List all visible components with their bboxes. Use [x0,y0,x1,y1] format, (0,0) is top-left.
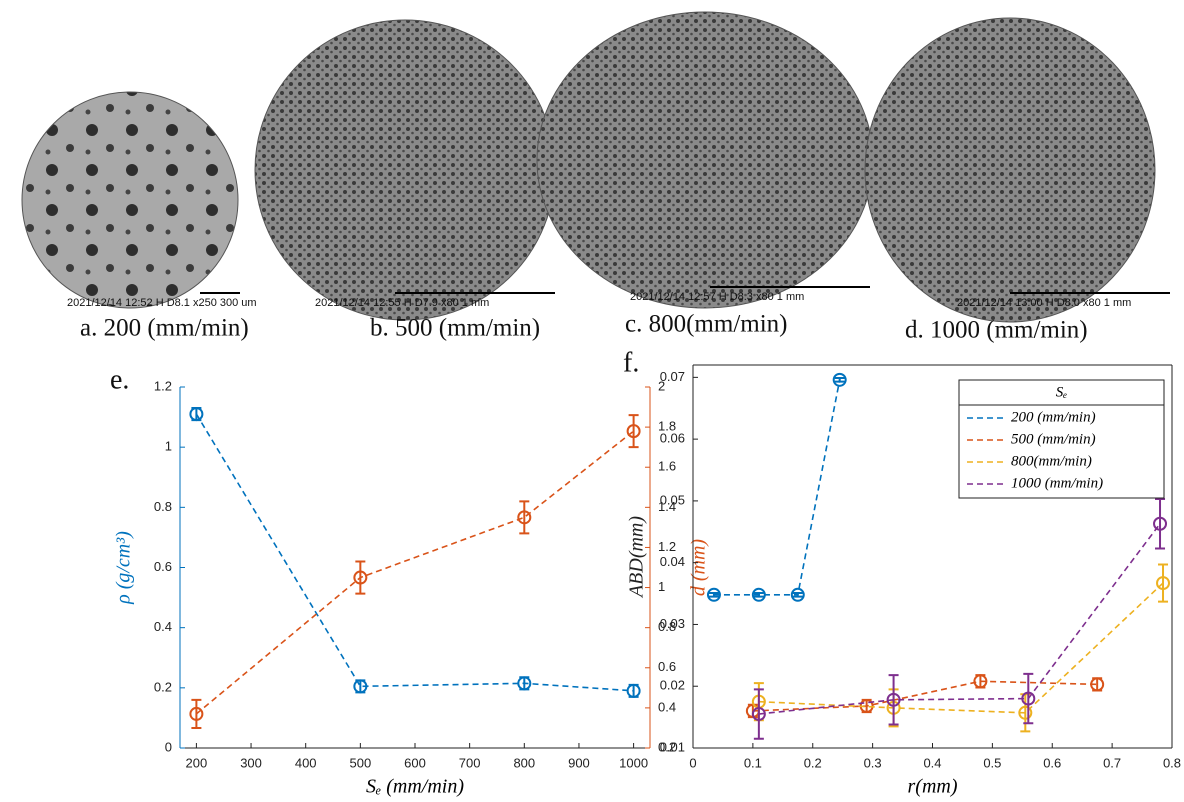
error-bar [191,700,201,728]
x-tick-label: 0.8 [1163,755,1181,770]
legend-label: 200 (mm/min) [1011,409,1096,425]
panel-label: f. [623,347,639,378]
y-tick-label: 0.4 [154,619,172,634]
y-tick-label: 1.2 [154,378,172,393]
image-info: 2021/12/14 13:00 H D8.0 x80 1 mm [957,297,1131,309]
x-tick-label: 300 [240,755,262,770]
image-caption: d. 1000 (mm/min) [905,317,1088,344]
y-tick-label: 0.01 [660,739,685,754]
y-tick-label: 1 [165,439,172,454]
image-info: 2021/12/14 12:52 H D8.1 x250 300 um [67,297,257,309]
y-tick-label: 0.8 [154,499,172,514]
panel-label: e. [110,364,129,395]
image-info: 2021/12/14 12:55 H D7.9 x80 1 mm [315,297,489,309]
legend-title: Sₑ [1056,384,1068,400]
x-tick-label: 0.7 [1103,755,1121,770]
error-bar [355,561,365,593]
x-tick-label: 500 [349,755,371,770]
y2-axis-label: d (mm) [688,539,710,597]
x-tick-label: 0.2 [804,755,822,770]
y2-tick-label: 0.6 [658,659,676,674]
sem-image [255,20,555,320]
x-tick-label: 800 [513,755,535,770]
legend-label: 800(mm/min) [1011,453,1092,469]
y-tick-label: 0.05 [660,492,685,507]
series-line [714,380,840,595]
x-tick-label: 0.4 [923,755,941,770]
image-caption: c. 800(mm/min) [625,311,787,338]
y-tick-label: 0.06 [660,431,685,446]
x-tick-label: 900 [568,755,590,770]
y2-tick-label: 1.6 [658,459,676,474]
image-info: 2021/12/14 12:57 H D8.3 x80 1 mm [630,291,804,303]
legend-label: 1000 (mm/min) [1011,475,1103,491]
sem-image [22,92,238,308]
image-caption: a. 200 (mm/min) [80,315,249,342]
x-tick-label: 400 [295,755,317,770]
series-line [196,414,633,691]
series-line [759,583,1163,713]
x-tick-label: 700 [459,755,481,770]
x-tick-label: 600 [404,755,426,770]
error-bar [835,378,845,382]
legend-label: 500 (mm/min) [1011,431,1096,447]
x-tick-label: 0.6 [1043,755,1061,770]
y-axis-label: ρ (g/cm³) [113,531,135,605]
x-tick-label: 0.3 [864,755,882,770]
x-axis-label: Sₑ (mm/min) [366,776,464,798]
y-tick-label: 0.04 [660,554,685,569]
x-tick-label: 200 [186,755,208,770]
y-tick-label: 0 [165,739,172,754]
image-caption: b. 500 (mm/min) [370,315,540,342]
y-tick-label: 0.03 [660,616,685,631]
y2-tick-label: 1 [658,579,665,594]
y-axis-label: ABD(mm) [626,516,648,599]
sem-image [537,12,873,308]
series-line [196,431,633,714]
y2-tick-label: 1.2 [658,539,676,554]
x-tick-label: 0 [689,755,696,770]
sem-image [865,18,1155,322]
series-line [753,681,1097,711]
x-tick-label: 1000 [619,755,648,770]
y-tick-label: 0.6 [154,559,172,574]
error-bar [1155,499,1165,548]
error-bar [629,415,639,447]
y-tick-label: 0.02 [660,678,685,693]
error-bar [1158,565,1168,602]
x-tick-label: 0.5 [983,755,1001,770]
error-bar [519,501,529,533]
y-tick-label: 0.07 [660,369,685,384]
y2-tick-label: 0.4 [658,699,676,714]
figure: 2021/12/14 12:52 H D8.1 x250 300 um 2021… [0,0,1184,802]
x-axis-label: r(mm) [908,776,958,798]
x-tick-label: 0.1 [744,755,762,770]
series-line [759,524,1160,714]
y-tick-label: 0.2 [154,679,172,694]
